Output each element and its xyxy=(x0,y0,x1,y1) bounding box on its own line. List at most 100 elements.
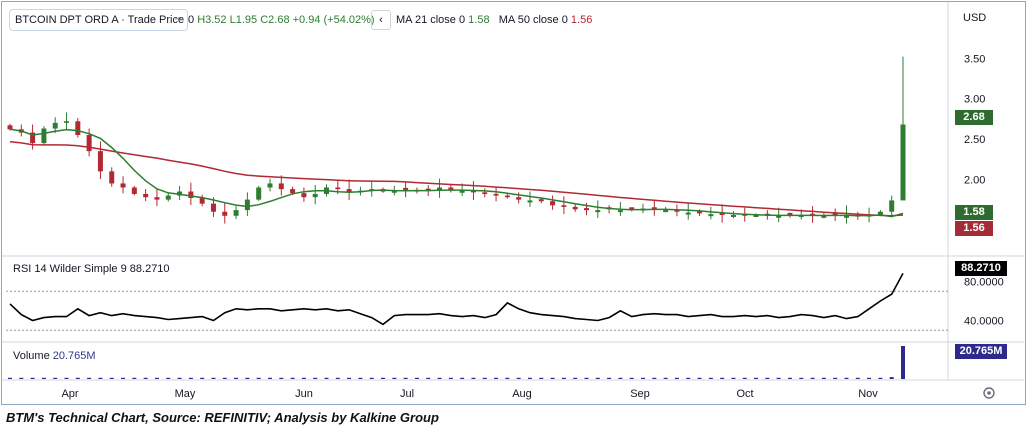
ma50-badge: 1.56 xyxy=(955,221,993,236)
volume-bar xyxy=(8,377,12,379)
volume-bar xyxy=(686,377,691,379)
chart-caption: BTM's Technical Chart, Source: REFINITIV… xyxy=(6,410,439,425)
volume-bar xyxy=(245,377,250,379)
candle-body xyxy=(843,215,849,218)
candle-body xyxy=(437,187,443,191)
candle-body xyxy=(470,190,476,193)
candle-body xyxy=(595,210,601,213)
candle-body xyxy=(685,212,691,215)
ma21-value: 1.58 xyxy=(468,14,490,26)
ohlc-prefix: 0 xyxy=(188,14,195,26)
more-options-icon[interactable]: ◦◦◦ xyxy=(174,13,184,25)
change-value: +0.94 (+54.02%) xyxy=(292,14,375,26)
candle-body xyxy=(572,206,578,210)
volume-bar xyxy=(200,377,205,379)
volume-bar xyxy=(867,377,872,379)
volume-bar xyxy=(697,377,702,379)
candle-body xyxy=(244,199,250,211)
candle-body xyxy=(143,193,149,198)
collapse-legend-button[interactable]: ‹ xyxy=(371,10,391,30)
volume-bar xyxy=(437,377,442,379)
candle-body xyxy=(787,212,793,215)
rsi-tick-label: 80.0000 xyxy=(964,277,1004,289)
volume-bar xyxy=(154,377,159,379)
volume-bar xyxy=(629,377,634,379)
ma21-badge: 1.58 xyxy=(955,205,993,220)
candle-body xyxy=(403,187,409,190)
rsi-value: 88.2710 xyxy=(129,263,170,275)
volume-bar xyxy=(731,377,736,379)
candle-body xyxy=(346,189,352,193)
volume-bar xyxy=(901,346,905,379)
ma50-label: MA 50 close 0 xyxy=(498,14,568,26)
candle-body xyxy=(776,215,782,218)
candle-body xyxy=(86,135,92,152)
volume-bar xyxy=(516,377,521,379)
rsi-line xyxy=(9,273,904,326)
candle-body xyxy=(154,197,160,200)
candle-body xyxy=(617,210,623,213)
candle-body xyxy=(753,214,759,217)
volume-bar xyxy=(121,377,126,379)
candle-body xyxy=(301,193,307,198)
volume-bar xyxy=(290,377,295,379)
candle-body xyxy=(493,193,499,196)
chart-frame xyxy=(1,1,1026,405)
volume-bar xyxy=(87,377,92,379)
candle-body xyxy=(109,171,115,184)
candle-body xyxy=(527,200,533,203)
time-axis-label: Sep xyxy=(630,388,650,400)
price-tick-label: 2.00 xyxy=(964,174,985,186)
candle-body xyxy=(30,132,36,144)
volume-bar xyxy=(256,377,261,379)
volume-bar xyxy=(505,377,510,379)
price-tick-label: 2.50 xyxy=(964,134,985,146)
volume-bar xyxy=(98,377,103,379)
volume-bar xyxy=(720,377,725,379)
volume-bar xyxy=(550,377,555,379)
volume-bar xyxy=(392,377,397,379)
chart-canvas: 3.50 3.00 2.50 2.00 80.0000 40.0000 Apr May Jun J… xyxy=(2,2,1024,400)
candle-body xyxy=(719,212,725,215)
currency-selector[interactable]: USD xyxy=(963,12,987,24)
symbol-selector[interactable]: BTCOIN DPT ORD A · Trade Price ◦◦◦ xyxy=(9,9,188,31)
candle-body xyxy=(482,192,488,194)
candle-body xyxy=(165,195,171,200)
ma21-line xyxy=(9,128,904,218)
candle-body xyxy=(877,211,883,215)
candle-body xyxy=(516,197,522,200)
volume-bar xyxy=(381,377,386,379)
gear-icon xyxy=(983,387,995,399)
candle-body xyxy=(97,151,103,172)
volume-bar xyxy=(460,377,465,379)
candle-body xyxy=(64,121,70,123)
volume-bar xyxy=(674,377,679,379)
candle-body xyxy=(131,187,137,194)
volume-bar xyxy=(75,377,80,379)
candle-body xyxy=(730,214,736,217)
volume-badge: 20.765M xyxy=(955,344,1007,359)
volume-bar xyxy=(234,377,239,379)
volume-bar xyxy=(821,377,826,379)
volume-bar xyxy=(652,377,657,379)
candle-body xyxy=(267,183,273,188)
volume-bar xyxy=(313,377,318,379)
volume-bar xyxy=(403,377,408,379)
rsi-legend: RSI 14 Wilder Simple 9 88.2710 xyxy=(13,263,170,275)
volume-bar xyxy=(132,377,137,379)
volume-bar xyxy=(787,377,792,379)
volume-bar xyxy=(166,377,171,379)
volume-bar xyxy=(188,377,193,379)
volume-legend: Volume 20.765M xyxy=(13,350,96,362)
price-tick-label: 3.50 xyxy=(964,53,985,65)
volume-bar xyxy=(799,377,804,379)
volume-bar xyxy=(607,377,612,379)
volume-bar xyxy=(708,377,713,379)
volume-value: 20.765M xyxy=(52,350,96,362)
volume-bar xyxy=(369,377,374,379)
volume-bar xyxy=(742,377,747,379)
volume-bar xyxy=(301,377,306,379)
rsi-tick-label: 40.0000 xyxy=(964,316,1004,328)
candle-body xyxy=(459,190,465,193)
candle-body xyxy=(504,195,510,198)
